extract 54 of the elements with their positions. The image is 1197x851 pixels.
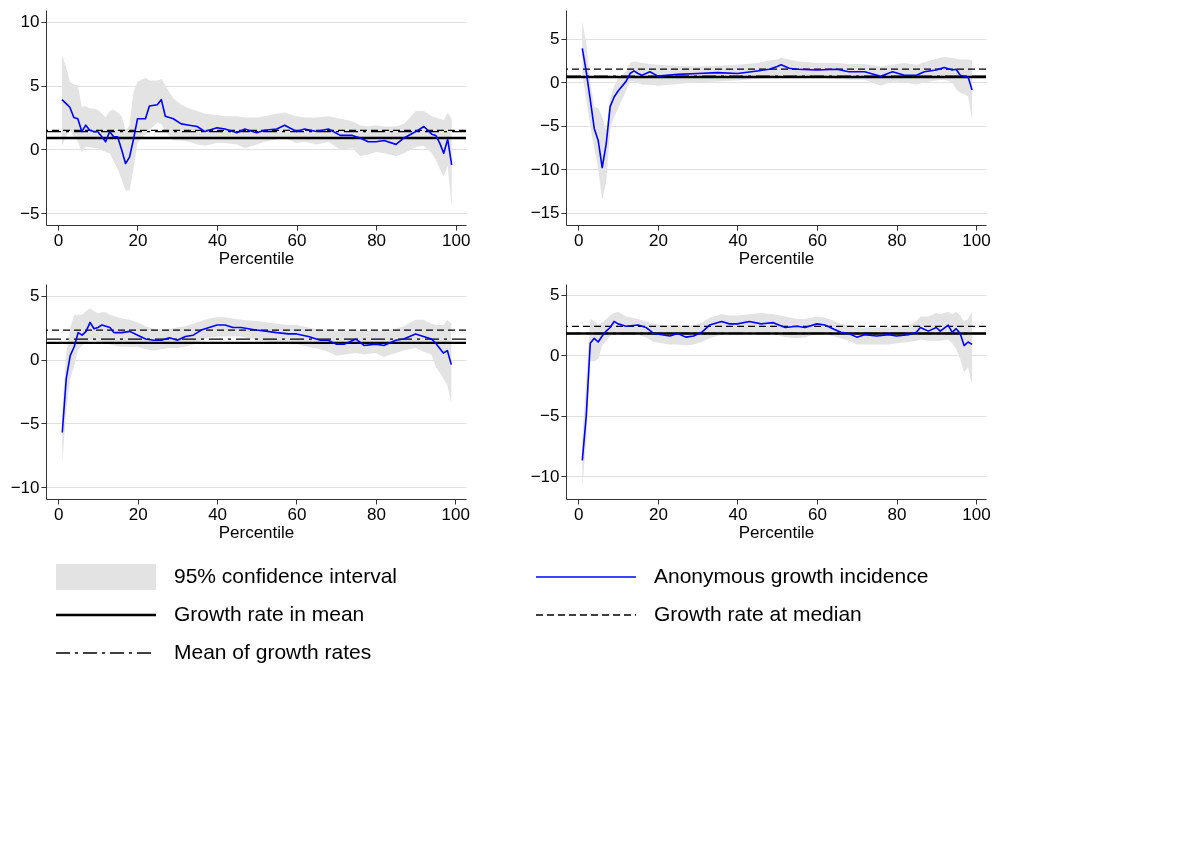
y-tick-label: −10 bbox=[530, 159, 560, 179]
x-tick-label: 80 bbox=[887, 504, 907, 524]
x-tick-label: 40 bbox=[728, 230, 748, 250]
legend-label: Growth rate in mean bbox=[174, 602, 365, 625]
x-axis-title: Percentile bbox=[738, 248, 815, 268]
legend-label: Growth rate at median bbox=[654, 602, 862, 625]
y-tick-label: 5 bbox=[550, 285, 560, 305]
x-tick-label: 100 bbox=[441, 504, 470, 524]
y-tick-label: 0 bbox=[550, 72, 560, 92]
y-tick-label: −10 bbox=[530, 466, 560, 486]
line-series bbox=[61, 321, 453, 434]
x-axis-title: Percentile bbox=[218, 522, 295, 542]
x-axis-title: Percentile bbox=[738, 522, 815, 542]
text: 95% confidence interval bbox=[174, 564, 397, 587]
x-tick-label: 20 bbox=[648, 504, 668, 524]
y-tick-label: 10 bbox=[20, 12, 40, 32]
x-tick-label: 40 bbox=[208, 504, 228, 524]
y-tick-label: 5 bbox=[550, 29, 560, 49]
x-tick-label: 20 bbox=[648, 230, 668, 250]
y-tick-label: −15 bbox=[530, 203, 560, 223]
x-tick-label: 100 bbox=[962, 504, 991, 524]
x-tick-label: 40 bbox=[728, 504, 748, 524]
y-tick-label: −5 bbox=[20, 203, 40, 223]
legend-label: Anonymous growth incidence bbox=[654, 564, 929, 587]
x-tick-label: 60 bbox=[808, 504, 827, 524]
y-tick-label: 0 bbox=[30, 139, 40, 159]
x-tick-label: 100 bbox=[441, 230, 471, 250]
y-tick-label: 0 bbox=[550, 345, 560, 365]
x-tick-label: 100 bbox=[962, 230, 991, 250]
x-tick-label: 60 bbox=[287, 230, 307, 250]
x-tick-label: 0 bbox=[574, 504, 584, 524]
x-axis-title: Percentile bbox=[218, 248, 295, 268]
x-tick-label: 0 bbox=[53, 230, 64, 250]
y-tick-label: −5 bbox=[540, 116, 560, 136]
line-series bbox=[61, 98, 453, 166]
x-tick-label: 60 bbox=[287, 504, 307, 524]
x-tick-label: 80 bbox=[366, 504, 386, 524]
x-tick-label: 80 bbox=[887, 230, 907, 250]
x-tick-label: 20 bbox=[128, 504, 148, 524]
y-tick-label: −5 bbox=[540, 406, 560, 426]
line-series bbox=[581, 47, 973, 169]
y-tick-label: −5 bbox=[20, 413, 40, 433]
x-tick-label: 80 bbox=[367, 230, 387, 250]
x-tick-label: 0 bbox=[54, 504, 64, 524]
legend-label: Mean of growth rates bbox=[174, 640, 372, 663]
y-tick-label: 0 bbox=[30, 350, 40, 370]
x-tick-label: 0 bbox=[574, 230, 584, 250]
x-tick-label: 40 bbox=[208, 230, 227, 250]
y-tick-label: 5 bbox=[30, 286, 40, 306]
y-tick-label: 5 bbox=[30, 76, 40, 96]
x-tick-label: 60 bbox=[808, 230, 827, 250]
line-series bbox=[581, 320, 973, 462]
x-tick-label: 20 bbox=[128, 230, 148, 250]
y-tick-label: −10 bbox=[10, 477, 40, 497]
